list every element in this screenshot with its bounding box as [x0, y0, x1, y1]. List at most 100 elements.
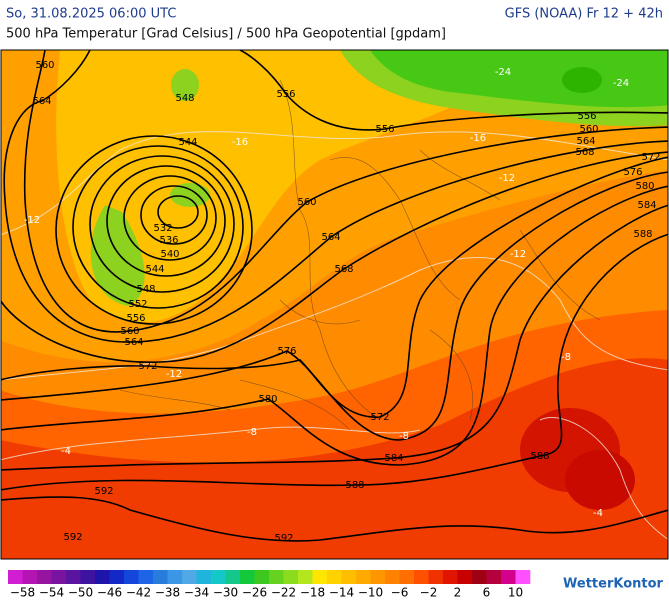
geopotential-contours — [1, 50, 668, 542]
colorbar-swatch — [22, 570, 38, 584]
colorbar-swatch — [515, 570, 531, 584]
temperature-label: -4 — [593, 508, 603, 519]
geopotential-label: 564 — [576, 136, 595, 147]
temperature-label: -16 — [232, 137, 248, 148]
geopotential-label: 556 — [577, 111, 596, 122]
geopotential-label: 572 — [138, 361, 157, 372]
geopotential-label: 572 — [641, 152, 660, 163]
colorbar-label: −50 — [68, 586, 93, 600]
colorbar-swatch — [37, 570, 52, 584]
colorbar-swatch — [196, 570, 212, 584]
colorbar-swatch — [182, 570, 197, 584]
colorbar-swatch — [109, 570, 125, 584]
colorbar-swatch — [8, 570, 23, 584]
colorbar-swatch — [414, 570, 429, 584]
geopotential-label: 564 — [321, 232, 340, 243]
contour-line — [239, 50, 668, 131]
colorbar-swatch — [269, 570, 284, 584]
colorbar-swatch — [341, 570, 357, 584]
colorbar-swatch — [225, 570, 241, 584]
contour-line — [1, 151, 668, 363]
contour-line — [23, 50, 668, 333]
map-title: So, 31.08.2025 06:00 UTC — [6, 7, 176, 22]
colorbar-swatch — [457, 570, 473, 584]
model-run: GFS (NOAA) Fr 12 + 42h — [505, 7, 663, 22]
contour-line — [1, 496, 668, 542]
geopotential-label: 560 — [120, 326, 139, 337]
colorbar-swatch — [51, 570, 67, 584]
geopotential-label: 568 — [334, 264, 353, 275]
colorbar: −58 −54 −50 −46 −42 −38 −34 −30 −26 −22 −18 −14 −10−… — [8, 570, 531, 600]
geopotential-label: 556 — [375, 124, 394, 135]
geopotential-label: 532 — [153, 223, 172, 234]
colorbar-swatch — [254, 570, 270, 584]
field-darkred — [565, 450, 635, 510]
temperature-label: -8 — [561, 352, 571, 363]
map-frame — [0, 49, 669, 560]
contour-ring — [123, 175, 217, 261]
geopotential-label: 540 — [160, 249, 179, 260]
colorbar-swatch — [240, 570, 255, 584]
temperature-label: -4 — [61, 446, 71, 457]
temperature-contours — [1, 131, 668, 540]
colorbar-label: −10 — [358, 586, 383, 600]
geopotential-label: 580 — [635, 181, 654, 192]
contour-line — [1, 233, 668, 491]
colorbar-swatch — [312, 570, 328, 584]
temperature-labels: -24 -24 -16 -16 -12 -12 -12 -12 -8 -8 -8 -4 -4 — [24, 67, 629, 519]
geopotential-label: 572 — [370, 412, 389, 423]
colorbar-label: −30 — [213, 586, 238, 600]
geopotential-label: 584 — [637, 200, 656, 211]
geopotential-label: 548 — [175, 93, 194, 104]
colorbar-label: −6 — [391, 586, 409, 600]
colorbar-swatch — [138, 570, 154, 584]
colorbar-label: −42 — [126, 586, 151, 600]
contour-line — [1, 171, 668, 441]
country-borders — [119, 79, 601, 431]
field-green — [370, 50, 668, 108]
colorbar-swatch — [153, 570, 168, 584]
map-subtitle: 500 hPa Temperatur [Grad Celsius] / 500 … — [6, 27, 446, 42]
colorbar-label: −54 — [39, 586, 64, 600]
geopotential-label: 556 — [276, 89, 295, 100]
temperature-label: -24 — [495, 67, 511, 78]
geopotential-label: 588 — [345, 480, 364, 491]
geopotential-label: 544 — [178, 137, 197, 148]
colorbar-swatch — [211, 570, 226, 584]
geopotential-label: 576 — [623, 167, 642, 178]
contour-ring — [157, 195, 199, 229]
colorbar-label: −2 — [420, 586, 438, 600]
temperature-label: -12 — [166, 369, 182, 380]
temperature-label: -12 — [24, 215, 40, 226]
contour-line — [1, 185, 668, 466]
geopotential-label: 560 — [297, 197, 316, 208]
contour-line — [1, 156, 668, 418]
colorbar-label: 2 — [454, 586, 462, 600]
colorbar-swatch — [66, 570, 81, 584]
geopotential-label: 564 — [32, 96, 51, 107]
contour-line — [1, 204, 668, 471]
field-green-core — [562, 67, 602, 93]
contour-ring — [72, 145, 244, 309]
geopotential-label: 580 — [258, 394, 277, 405]
colorbar-swatch — [356, 570, 371, 584]
map-area: 560 564 548 556 544 556 556 560 564 568 572 576 580 5… — [1, 50, 668, 559]
colorbar-label: −38 — [155, 586, 180, 600]
colorbar-swatch — [428, 570, 444, 584]
temperature-label: -12 — [499, 173, 515, 184]
geopotential-labels: 560 564 548 556 544 556 556 560 564 568 572 576 580 5… — [32, 60, 660, 544]
colorbar-swatch — [167, 570, 183, 584]
colorbar-label: −46 — [97, 586, 122, 600]
colorbar-swatch — [443, 570, 458, 584]
colorbar-swatch — [486, 570, 502, 584]
field-lime — [90, 205, 145, 306]
field-yellow — [56, 50, 540, 323]
colorbar-swatch — [80, 570, 96, 584]
contour-ring — [106, 165, 226, 277]
colorbar-swatch — [370, 570, 386, 584]
geopotential-label: 576 — [277, 346, 296, 357]
colorbar-swatch — [472, 570, 487, 584]
temperature-label: -24 — [613, 78, 629, 89]
geopotential-label: 548 — [136, 284, 155, 295]
